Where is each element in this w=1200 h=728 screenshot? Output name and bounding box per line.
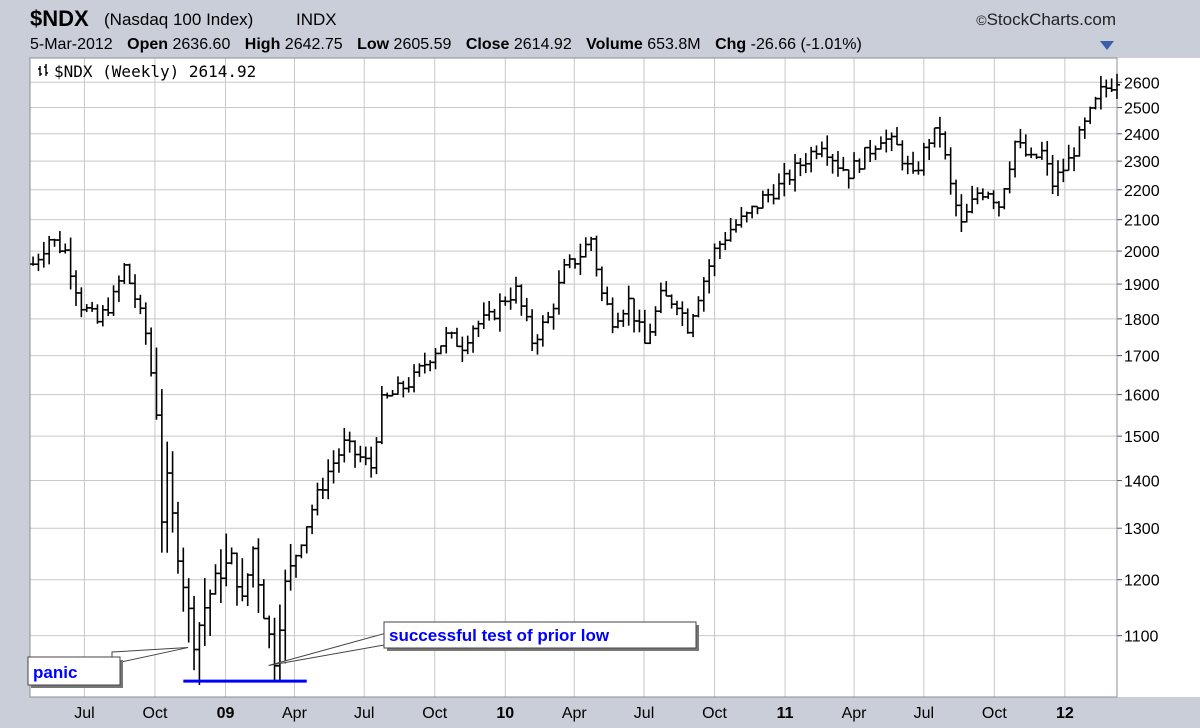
plot-border xyxy=(29,57,1118,698)
y-tick-label: 1500 xyxy=(1124,429,1160,446)
symbol-title: $NDX xyxy=(30,6,89,31)
x-tick-label: Jul xyxy=(354,705,374,722)
x-tick-label: Jul xyxy=(634,705,654,722)
callout-text: successful test of prior low xyxy=(389,626,610,645)
index-name: (Nasdaq 100 Index) xyxy=(104,10,254,29)
y-tick-label: 1600 xyxy=(1124,388,1160,405)
y-tick-label: 2300 xyxy=(1124,154,1160,171)
x-tick-label: Apr xyxy=(562,705,588,722)
x-tick-label: Oct xyxy=(702,705,727,722)
y-tick-label: 2000 xyxy=(1124,244,1160,261)
volume-label: Volume xyxy=(586,36,643,53)
legend: $NDX (Weekly) 2614.92 xyxy=(38,62,256,81)
ohlc-series xyxy=(30,73,1120,685)
annotation-callout: successful test of prior low xyxy=(268,621,699,667)
x-tick-label: Jul xyxy=(74,705,94,722)
chg-value: -26.66 (-1.01%) xyxy=(750,36,862,53)
y-tick-label: 1100 xyxy=(1124,629,1159,646)
ohlc-bars-icon xyxy=(38,64,48,76)
open-value: 2636.60 xyxy=(172,36,231,53)
copyright-icon: © xyxy=(976,12,987,28)
callout-box xyxy=(383,621,697,649)
y-tick-label: 1800 xyxy=(1124,312,1160,329)
volume-value: 653.8M xyxy=(647,36,701,53)
y-tick-label: 1900 xyxy=(1124,277,1160,294)
x-tick-label: 11 xyxy=(777,705,794,722)
high-label: High xyxy=(244,36,281,53)
y-tick-label: 2100 xyxy=(1124,213,1160,230)
high-value: 2642.75 xyxy=(284,36,343,53)
brand-label: ©StockCharts.com xyxy=(976,10,1116,30)
x-tick-label: Oct xyxy=(982,705,1007,722)
low-value: 2605.59 xyxy=(393,36,452,53)
y-tick-label: 1300 xyxy=(1124,521,1160,538)
x-tick-label: 09 xyxy=(217,705,235,722)
ohlc-bar xyxy=(1114,73,1120,99)
close-label: Close xyxy=(465,36,510,53)
y-tick-label: 1400 xyxy=(1124,474,1160,491)
low-label: Low xyxy=(357,36,390,53)
brand-text: StockCharts.com xyxy=(986,10,1116,29)
chart-header: $NDX (Nasdaq 100 Index) INDX ©StockChart… xyxy=(0,0,1200,58)
open-label: Open xyxy=(127,36,169,53)
x-tick-label: Jul xyxy=(914,705,934,722)
x-tick-label: Apr xyxy=(842,705,868,722)
x-tick-label: Oct xyxy=(422,705,447,722)
quote-line: 5-Mar-2012 Open 2636.60 High 2642.75 Low… xyxy=(30,36,862,54)
y-tick-label: 2600 xyxy=(1124,75,1160,92)
x-tick-label: Apr xyxy=(282,705,308,722)
dropdown-arrow-icon[interactable] xyxy=(1100,41,1114,50)
callout-box xyxy=(27,656,121,686)
annotation-callout: panic xyxy=(27,647,189,688)
y-tick-label: 1200 xyxy=(1124,573,1160,590)
quote-date: 5-Mar-2012 xyxy=(30,36,113,53)
x-tick-label: Oct xyxy=(143,705,168,722)
x-tick-label: 12 xyxy=(1056,705,1074,722)
plot-area xyxy=(29,57,1118,698)
y-tick-label: 2500 xyxy=(1124,101,1160,118)
y-tick-label: 2400 xyxy=(1124,127,1160,144)
callout-text: panic xyxy=(33,663,77,682)
exchange-label: INDX xyxy=(296,10,337,29)
chg-label: Chg xyxy=(715,36,747,53)
x-tick-label: 10 xyxy=(496,705,514,722)
close-value: 2614.92 xyxy=(513,36,572,53)
legend-label: $NDX (Weekly) 2614.92 xyxy=(54,62,256,81)
y-tick-label: 1700 xyxy=(1124,349,1160,366)
y-axis-area xyxy=(1117,58,1200,697)
y-tick-label: 2200 xyxy=(1124,183,1160,200)
